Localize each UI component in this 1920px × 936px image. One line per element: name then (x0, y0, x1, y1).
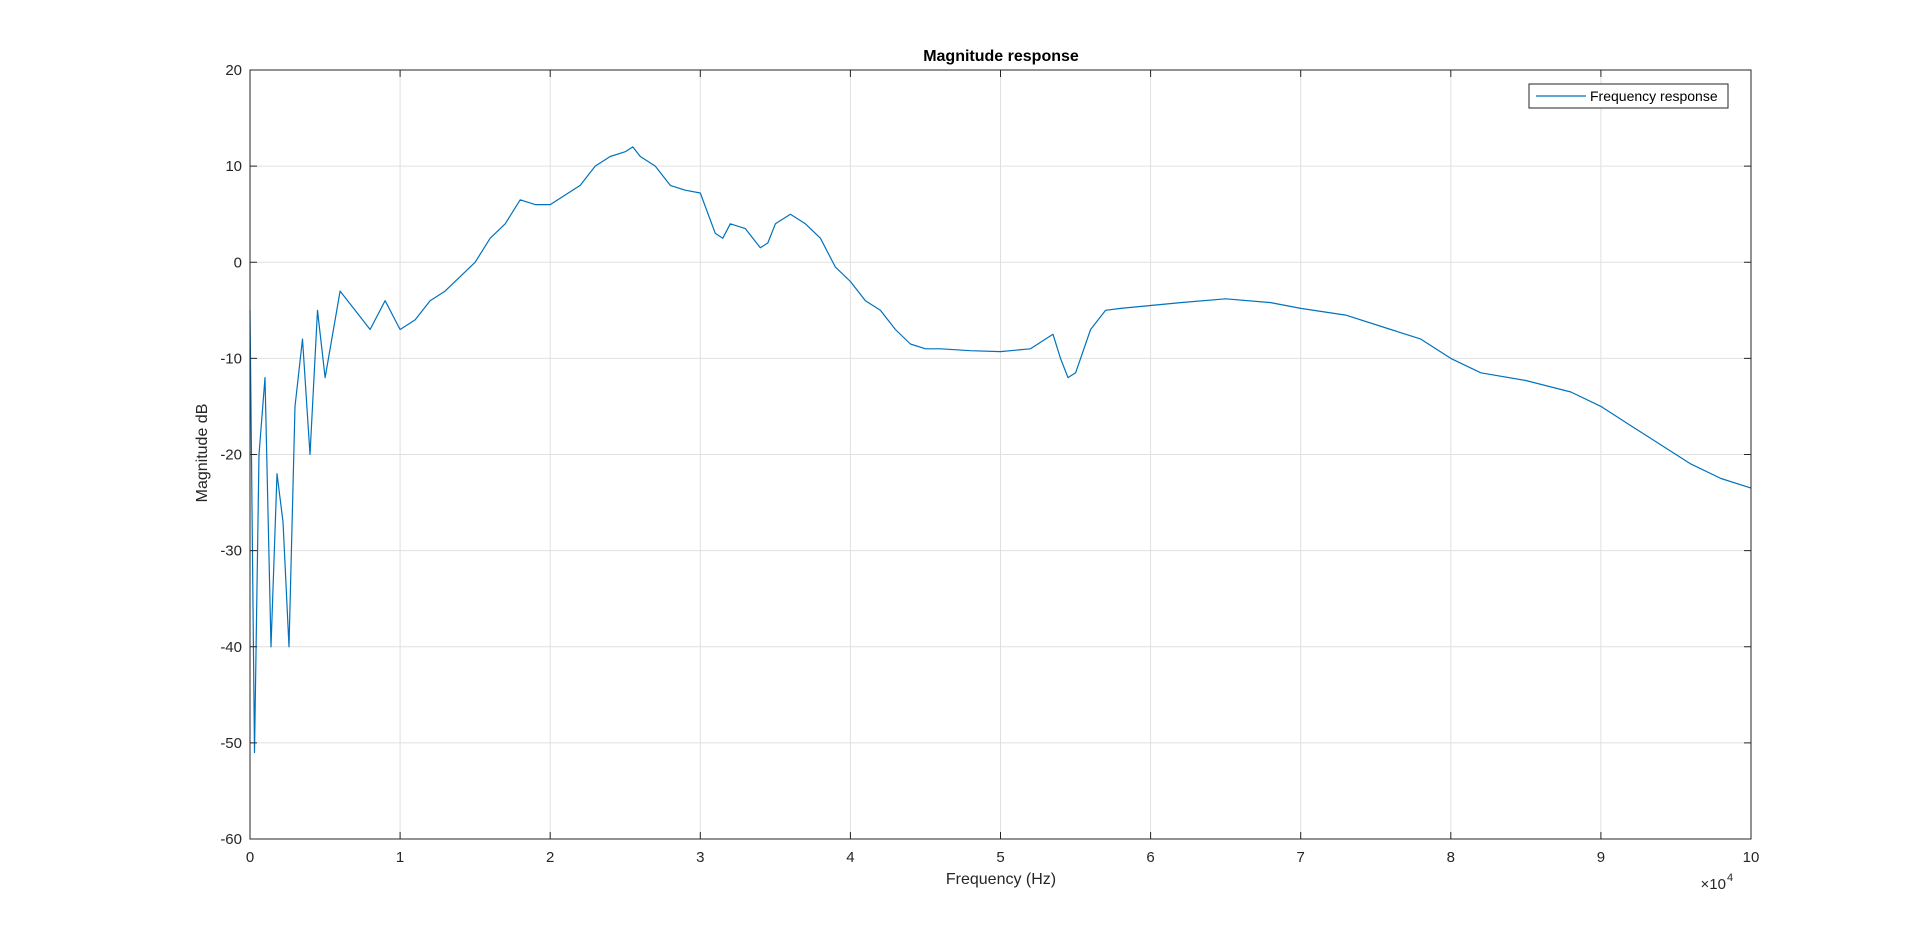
x-tick-label: 9 (1597, 849, 1605, 866)
y-tick-label: 10 (225, 158, 242, 175)
y-tick-label: -10 (220, 350, 242, 367)
y-tick-label: -50 (220, 735, 242, 752)
x-exponent-base: ×10 (1701, 876, 1726, 893)
x-axis-label: Frequency (Hz) (946, 871, 1056, 888)
x-tick-label: 1 (396, 849, 404, 866)
grid-lines (249, 69, 1752, 840)
y-tick-label: -30 (220, 543, 242, 560)
y-tick-label: -40 (220, 639, 242, 656)
x-tick-label: 0 (246, 849, 254, 866)
series-layer (249, 146, 1752, 754)
x-tick-label: 2 (546, 849, 554, 866)
y-tick-label: 20 (225, 62, 242, 79)
y-tick-label: -60 (220, 831, 242, 848)
legend-entry-frequency-response: Frequency response (1590, 88, 1718, 104)
x-tick-label: 8 (1447, 849, 1455, 866)
series-line-frequency-response (249, 146, 1752, 754)
x-tick-label: 5 (996, 849, 1004, 866)
legend: Frequency response (1528, 83, 1729, 109)
x-tick-label: 10 (1743, 849, 1760, 866)
x-exponent-label: ×10 4 (1701, 872, 1734, 893)
axis-ticks: 0 1 2 3 4 5 6 7 8 9 10 -60 -50 -40 -30 -20 -10 0 10 20 (220, 62, 1759, 866)
x-exponent-power: 4 (1727, 872, 1733, 884)
x-tick-label: 6 (1146, 849, 1154, 866)
y-axis-label: Magnitude dB (194, 404, 211, 503)
x-tick-label: 3 (696, 849, 704, 866)
y-tick-label: -20 (220, 447, 242, 464)
x-tick-label: 7 (1297, 849, 1305, 866)
y-tick-label: 0 (234, 254, 242, 271)
chart-title: Magnitude response (923, 48, 1079, 65)
x-tick-label: 4 (846, 849, 854, 866)
